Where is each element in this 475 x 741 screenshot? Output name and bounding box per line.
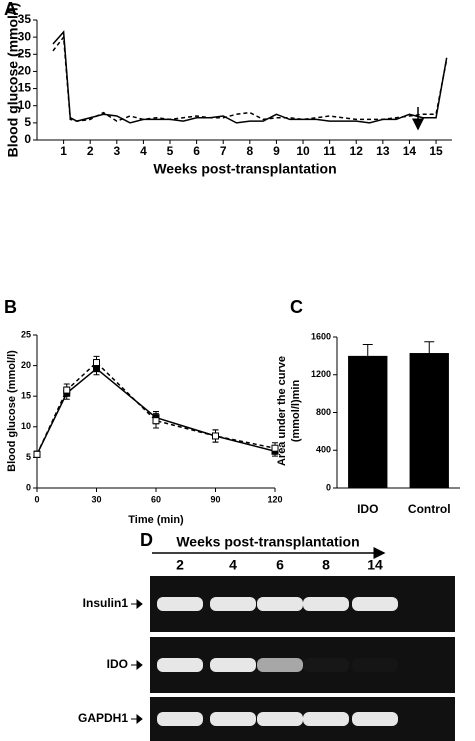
x-tick-label: 6: [193, 144, 200, 158]
y-tick-label: 20: [18, 64, 32, 78]
gel-band: [352, 597, 398, 611]
row-arrow: [131, 713, 143, 725]
y-tick-label: 800: [316, 407, 331, 417]
lane-label: 2: [176, 557, 184, 573]
y-tick-label: 25: [21, 329, 31, 339]
x-tick-label: 120: [267, 494, 282, 504]
marker: [33, 450, 41, 458]
gel-band: [303, 658, 349, 672]
y-tick-label: 15: [18, 81, 32, 95]
panel-label: B: [4, 297, 17, 317]
gel-band: [210, 597, 256, 611]
y-tick-label: 15: [21, 391, 31, 401]
x-tick-label: 2: [87, 144, 94, 158]
x-tick-label: 90: [210, 494, 220, 504]
gel-band: [352, 712, 398, 726]
panel-label: D: [140, 530, 153, 550]
y-tick-label: 400: [316, 445, 331, 455]
x-tick-label: 10: [296, 144, 310, 158]
x-tick-label: 14: [403, 144, 417, 158]
y-tick-label: 30: [18, 29, 32, 43]
row-arrow: [131, 598, 143, 610]
gel-band: [303, 597, 349, 611]
y-tick-label: 25: [18, 46, 32, 60]
gel-band: [257, 597, 303, 611]
line: [52, 30, 448, 124]
y-tick-label: 1600: [311, 331, 331, 341]
panel-label: C: [290, 297, 303, 317]
x-axis-label: Time (min): [128, 514, 184, 526]
x-tick-label: IDO: [357, 502, 378, 516]
x-tick-label: 60: [151, 494, 161, 504]
gel-band: [157, 712, 203, 726]
x-axis-label: Weeks post-transplantation: [153, 161, 336, 177]
gel-band: [210, 712, 256, 726]
gel-band: [352, 658, 398, 672]
gel-band: [210, 658, 256, 672]
marker: [152, 417, 160, 425]
gel-band: [257, 658, 303, 672]
bar: [409, 353, 449, 488]
x-tick-label: 0: [34, 494, 39, 504]
y-tick-label: 10: [21, 421, 31, 431]
x-tick-label: 8: [246, 144, 253, 158]
line: [36, 361, 276, 455]
gel: 2 4 6 8 14 Insulin1 IDO GAPDH1: [78, 557, 455, 741]
line: [52, 35, 448, 122]
lane-label: 14: [367, 557, 383, 573]
error-bar: [424, 341, 435, 354]
y-axis-label: (mmol/l)min: [290, 380, 302, 443]
lane-label: 4: [229, 557, 237, 573]
error-bar: [362, 344, 373, 356]
marker: [212, 432, 219, 440]
x-tick-label: 12: [350, 144, 364, 158]
x-tick-label: 5: [167, 144, 174, 158]
x-tick-label: Control: [408, 502, 451, 516]
bar: [348, 355, 388, 488]
y-axis-label: Blood glucose (mmol/l): [5, 3, 21, 158]
gel-title: Weeks post-transplantation: [176, 534, 359, 550]
row-label: GAPDH1: [78, 711, 128, 725]
lane-label: 8: [322, 557, 330, 573]
x-tick-label: 30: [91, 494, 101, 504]
marker: [63, 386, 71, 394]
x-tick-label: 3: [113, 144, 120, 158]
y-tick-label: 0: [326, 482, 331, 492]
marker: [271, 444, 279, 452]
y-tick-label: 5: [24, 115, 31, 129]
panel-label: A: [4, 0, 17, 19]
y-tick-label: 35: [18, 12, 32, 26]
lane-label: 6: [276, 557, 284, 573]
gel-band: [157, 658, 203, 672]
row-arrow: [131, 659, 143, 671]
y-tick-label: 1200: [311, 369, 331, 379]
y-tick-label: 20: [21, 360, 31, 370]
y-axis-label: Blood glucose (mmol/l): [6, 350, 18, 472]
x-tick-label: 7: [220, 144, 227, 158]
x-tick-label: 1: [60, 144, 67, 158]
x-tick-label: 9: [273, 144, 280, 158]
y-tick-label: 5: [26, 452, 31, 462]
row-label: Insulin1: [83, 596, 129, 610]
y-tick-label: 0: [26, 482, 31, 492]
gel-band: [303, 712, 349, 726]
y-tick-label: 0: [24, 132, 31, 146]
x-tick-label: 13: [376, 144, 390, 158]
x-tick-label: 11: [323, 144, 336, 158]
gel-band: [257, 712, 303, 726]
row-label: IDO: [107, 657, 128, 671]
marker: [93, 359, 100, 367]
x-tick-label: 15: [429, 144, 443, 158]
y-axis-label: Area under the curve: [276, 356, 288, 466]
y-tick-label: 10: [18, 98, 32, 112]
x-tick-label: 4: [140, 144, 147, 158]
gel-band: [157, 597, 203, 611]
